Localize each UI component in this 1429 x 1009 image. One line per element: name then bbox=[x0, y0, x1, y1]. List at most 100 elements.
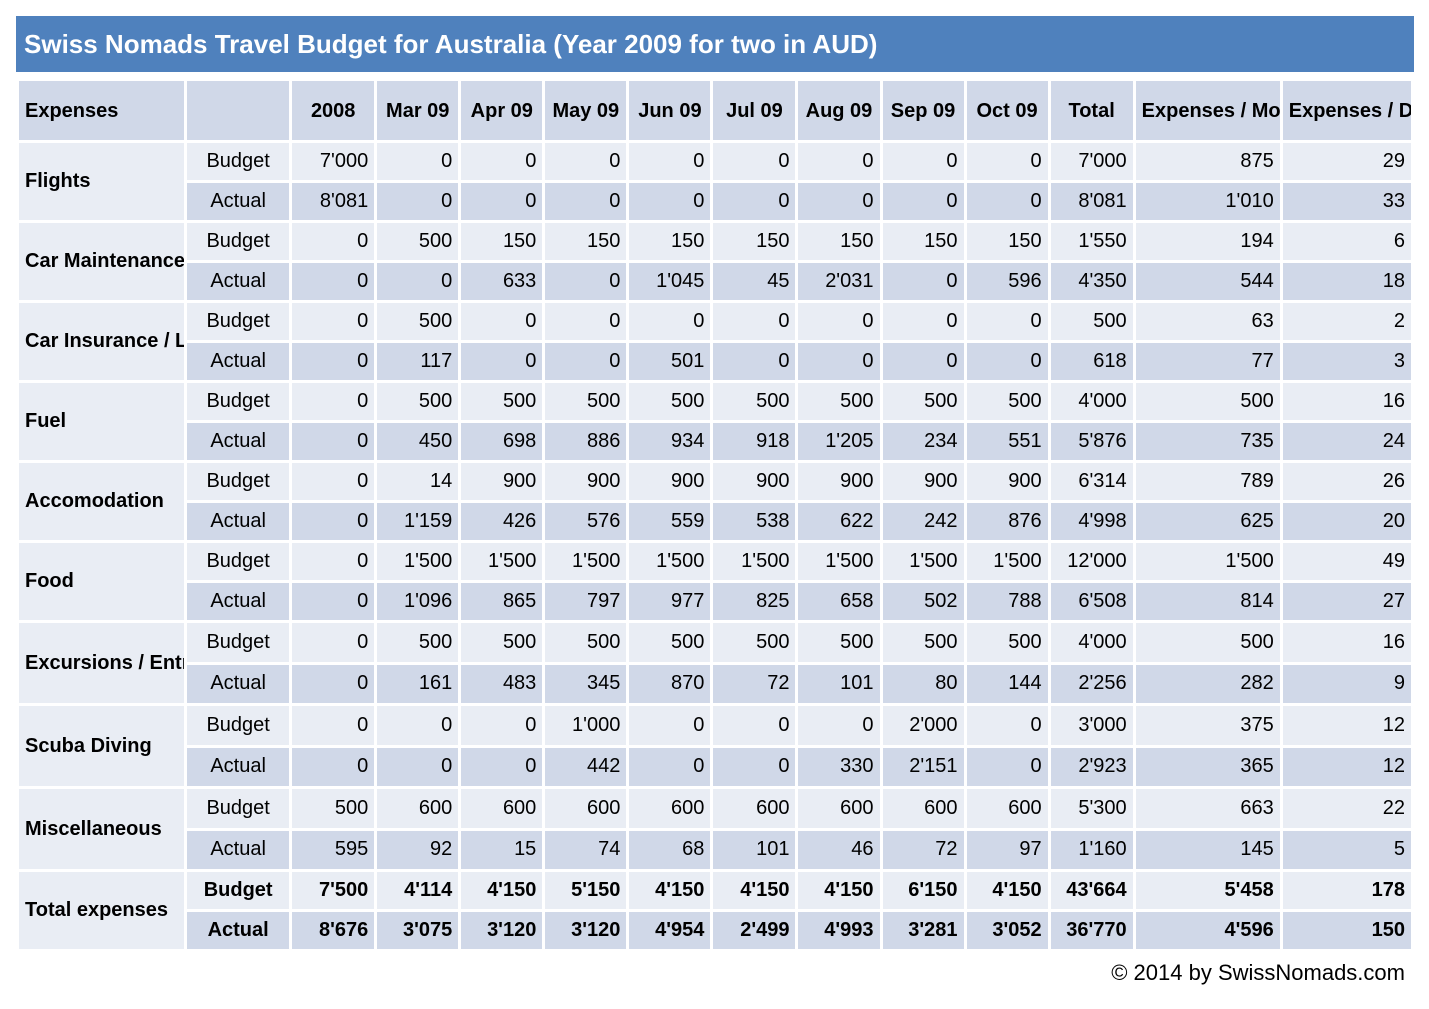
table-row: Fuel Budget 0 500 500 500 500 500 500 500 500 4'000… bbox=[15, 380, 1415, 463]
table-cell: 1'010 bbox=[1132, 180, 1283, 223]
table-cell: 0 bbox=[289, 460, 378, 503]
table-cell: 150 bbox=[1279, 909, 1415, 952]
table-row: Actual 595 92 15 74 68 101 46 72 97 1'160 145 5 bbox=[18, 827, 1415, 872]
table-cell: 45 bbox=[710, 260, 799, 303]
table-cell: 0 bbox=[710, 744, 799, 789]
table-cell: 2'031 bbox=[795, 260, 883, 303]
table-cell: 24 bbox=[1279, 420, 1415, 463]
column-header: Expenses / Month bbox=[1132, 78, 1283, 143]
table-cell: 0 bbox=[374, 260, 462, 303]
table-cell: 500 bbox=[374, 220, 462, 263]
table-cell: 596 bbox=[963, 260, 1051, 303]
table-cell: 500 bbox=[963, 380, 1051, 423]
table-cell: 442 bbox=[542, 744, 630, 789]
table-cell: 538 bbox=[710, 500, 799, 543]
table-cell: 622 bbox=[795, 500, 883, 543]
table-cell: 194 bbox=[1132, 220, 1283, 263]
column-header: Jun 09 bbox=[626, 78, 714, 143]
table-cell: 97 bbox=[963, 827, 1051, 872]
table-cell: 544 bbox=[1132, 260, 1283, 303]
table-cell: 876 bbox=[963, 500, 1051, 543]
table-cell: 4'596 bbox=[1132, 909, 1283, 952]
row-type-label: Actual bbox=[184, 827, 293, 872]
category-label: Scuba Diving bbox=[15, 703, 188, 789]
table-row: Actual 0 161 483 345 870 72 101 80 144 2'256 282 9 bbox=[18, 661, 1415, 706]
table-row: Scuba Diving Budget 0 0 0 1'000 0 0 0 2'000 0 3'000… bbox=[15, 703, 1415, 789]
table-cell: 0 bbox=[710, 140, 799, 183]
page-title: Swiss Nomads Travel Budget for Australia… bbox=[16, 16, 1414, 72]
table-cell: 789 bbox=[1132, 460, 1283, 503]
table-cell: 77 bbox=[1132, 340, 1283, 383]
table-cell: 0 bbox=[542, 300, 630, 343]
table-cell: 0 bbox=[710, 340, 799, 383]
table-cell: 0 bbox=[626, 300, 714, 343]
row-type-label: Actual bbox=[184, 340, 293, 383]
table-cell: 150 bbox=[542, 220, 630, 263]
table-cell: 1'205 bbox=[795, 420, 883, 463]
table-cell: 633 bbox=[458, 260, 546, 303]
table-cell: 101 bbox=[795, 661, 883, 706]
table-cell: 3'281 bbox=[879, 909, 967, 952]
table-cell: 26 bbox=[1279, 460, 1415, 503]
table-cell: 161 bbox=[374, 661, 462, 706]
table-cell: 49 bbox=[1279, 540, 1415, 583]
table-cell: 500 bbox=[963, 620, 1051, 665]
table-cell: 80 bbox=[879, 661, 967, 706]
category-label: Food bbox=[15, 540, 188, 623]
table-cell: 0 bbox=[879, 180, 967, 223]
table-cell: 0 bbox=[542, 140, 630, 183]
table-row: Car Maintenance Budget 0 500 150 150 150 150 150… bbox=[15, 220, 1415, 303]
table-cell: 500 bbox=[1132, 620, 1283, 665]
table-cell: 0 bbox=[710, 180, 799, 223]
table-cell: 150 bbox=[710, 220, 799, 263]
table-cell: 600 bbox=[458, 786, 546, 831]
row-type-label: Budget bbox=[184, 786, 293, 831]
table-cell: 500 bbox=[458, 380, 546, 423]
row-type-label: Budget bbox=[184, 869, 293, 912]
table-cell: 1'500 bbox=[374, 540, 462, 583]
table-cell: 0 bbox=[374, 703, 462, 748]
table-cell: 4'000 bbox=[1047, 380, 1136, 423]
table-cell: 22 bbox=[1279, 786, 1415, 831]
table-cell: 0 bbox=[289, 744, 378, 789]
table-cell: 797 bbox=[542, 580, 630, 623]
table-cell: 0 bbox=[374, 180, 462, 223]
table-cell: 282 bbox=[1132, 661, 1283, 706]
table-cell: 4'954 bbox=[626, 909, 714, 952]
table-cell: 625 bbox=[1132, 500, 1283, 543]
table-cell: 12'000 bbox=[1047, 540, 1136, 583]
table-cell: 551 bbox=[963, 420, 1051, 463]
table-cell: 72 bbox=[879, 827, 967, 872]
table-cell: 234 bbox=[879, 420, 967, 463]
table-cell: 92 bbox=[374, 827, 462, 872]
column-header: Apr 09 bbox=[458, 78, 546, 143]
table-cell: 1'500 bbox=[458, 540, 546, 583]
table-cell: 242 bbox=[879, 500, 967, 543]
table-cell: 330 bbox=[795, 744, 883, 789]
column-header: Total bbox=[1047, 78, 1136, 143]
table-cell: 900 bbox=[542, 460, 630, 503]
table-cell: 865 bbox=[458, 580, 546, 623]
table-cell: 0 bbox=[626, 180, 714, 223]
copyright-text: © 2014 by SwissNomads.com bbox=[1111, 960, 1405, 985]
table-row: Total expenses Budget 7'500 4'114 4'150 5'150… bbox=[15, 869, 1415, 952]
table-row: Actual 0 0 0 442 0 0 330 2'151 0 2'923 365 12 bbox=[18, 744, 1415, 789]
category-label: Total expenses bbox=[15, 869, 188, 952]
table-cell: 500 bbox=[626, 380, 714, 423]
table-cell: 3 bbox=[1279, 340, 1415, 383]
table-cell: 6'508 bbox=[1047, 580, 1136, 623]
table-cell: 600 bbox=[963, 786, 1051, 831]
table-cell: 450 bbox=[374, 420, 462, 463]
category-label: Excursions / Entrance fees bbox=[15, 620, 188, 706]
table-cell: 0 bbox=[289, 220, 378, 263]
table-cell: 12 bbox=[1279, 703, 1415, 748]
table-cell: 68 bbox=[626, 827, 714, 872]
category-label: Flights bbox=[15, 140, 188, 223]
table-cell: 500 bbox=[1132, 380, 1283, 423]
table-cell: 3'000 bbox=[1047, 703, 1136, 748]
table-cell: 5'150 bbox=[542, 869, 630, 912]
table-cell: 16 bbox=[1279, 380, 1415, 423]
table-cell: 600 bbox=[626, 786, 714, 831]
table-cell: 101 bbox=[710, 827, 799, 872]
table-cell: 4'000 bbox=[1047, 620, 1136, 665]
